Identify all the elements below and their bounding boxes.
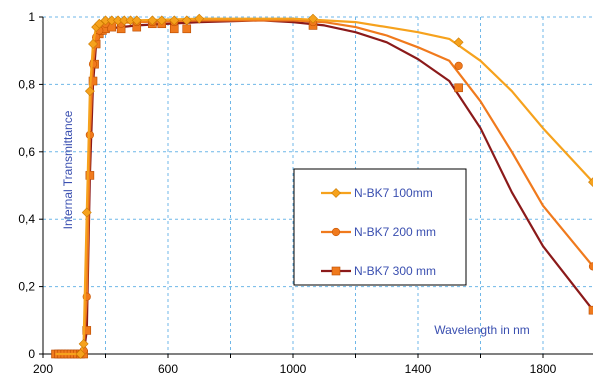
data-point xyxy=(453,37,464,48)
y-tick-label: 0,8 xyxy=(18,77,35,91)
data-point xyxy=(147,15,158,26)
x-tick-label: 1400 xyxy=(405,362,432,376)
x-tick-label: 1000 xyxy=(280,362,307,376)
legend-swatch-marker xyxy=(331,227,341,237)
data-point xyxy=(88,60,98,69)
data-point xyxy=(156,15,167,26)
tick-labels: 200 600 1000 1400 1800 0 0,2 0,4 0,6 0,8 1 xyxy=(18,10,556,376)
data-point xyxy=(588,305,593,315)
x-axis-label: Wavelength in nm xyxy=(434,323,530,337)
series xyxy=(51,13,593,359)
data-point xyxy=(194,13,205,24)
legend-label: N-BK7 200 mm xyxy=(354,225,436,239)
y-tick-label: 0,2 xyxy=(18,280,35,294)
legend-swatch-marker xyxy=(331,266,341,276)
data-point xyxy=(81,207,92,218)
axes xyxy=(39,16,593,358)
y-tick-label: 0 xyxy=(28,347,35,361)
x-tick-label: 600 xyxy=(158,362,178,376)
data-point xyxy=(308,13,318,24)
legend-box xyxy=(293,168,467,286)
legend: N-BK7 100mm N-BK7 200 mm N-BK7 300 mm xyxy=(293,168,467,286)
data-point xyxy=(588,262,593,271)
legend-label: N-BK7 100mm xyxy=(354,186,433,200)
y-tick-label: 0,4 xyxy=(18,212,35,226)
data-point xyxy=(454,61,463,70)
legend-item-2: N-BK7 200 mm xyxy=(321,225,436,239)
legend-item-1: N-BK7 100mm xyxy=(321,186,433,200)
x-tick-label: 200 xyxy=(33,362,53,376)
data-point xyxy=(182,24,192,34)
data-point xyxy=(588,177,593,188)
y-tick-label: 0,6 xyxy=(18,145,35,159)
legend-swatch-marker xyxy=(331,188,341,198)
data-point xyxy=(454,83,463,93)
data-point xyxy=(88,39,98,49)
data-point xyxy=(75,349,86,359)
data-point xyxy=(131,15,142,26)
data-point xyxy=(84,86,95,97)
y-tick-label: 1 xyxy=(28,10,35,24)
x-tick-label: 1800 xyxy=(530,362,557,376)
legend-item-3: N-BK7 300 mm xyxy=(321,264,436,278)
data-point xyxy=(94,18,105,29)
data-point xyxy=(181,15,192,26)
data-point xyxy=(169,15,180,26)
data-point xyxy=(82,326,92,335)
data-point xyxy=(78,338,89,349)
legend-label: N-BK7 300 mm xyxy=(354,264,436,278)
y-axis-label: Internal Transmittance xyxy=(61,110,75,229)
series-1 xyxy=(55,13,593,359)
